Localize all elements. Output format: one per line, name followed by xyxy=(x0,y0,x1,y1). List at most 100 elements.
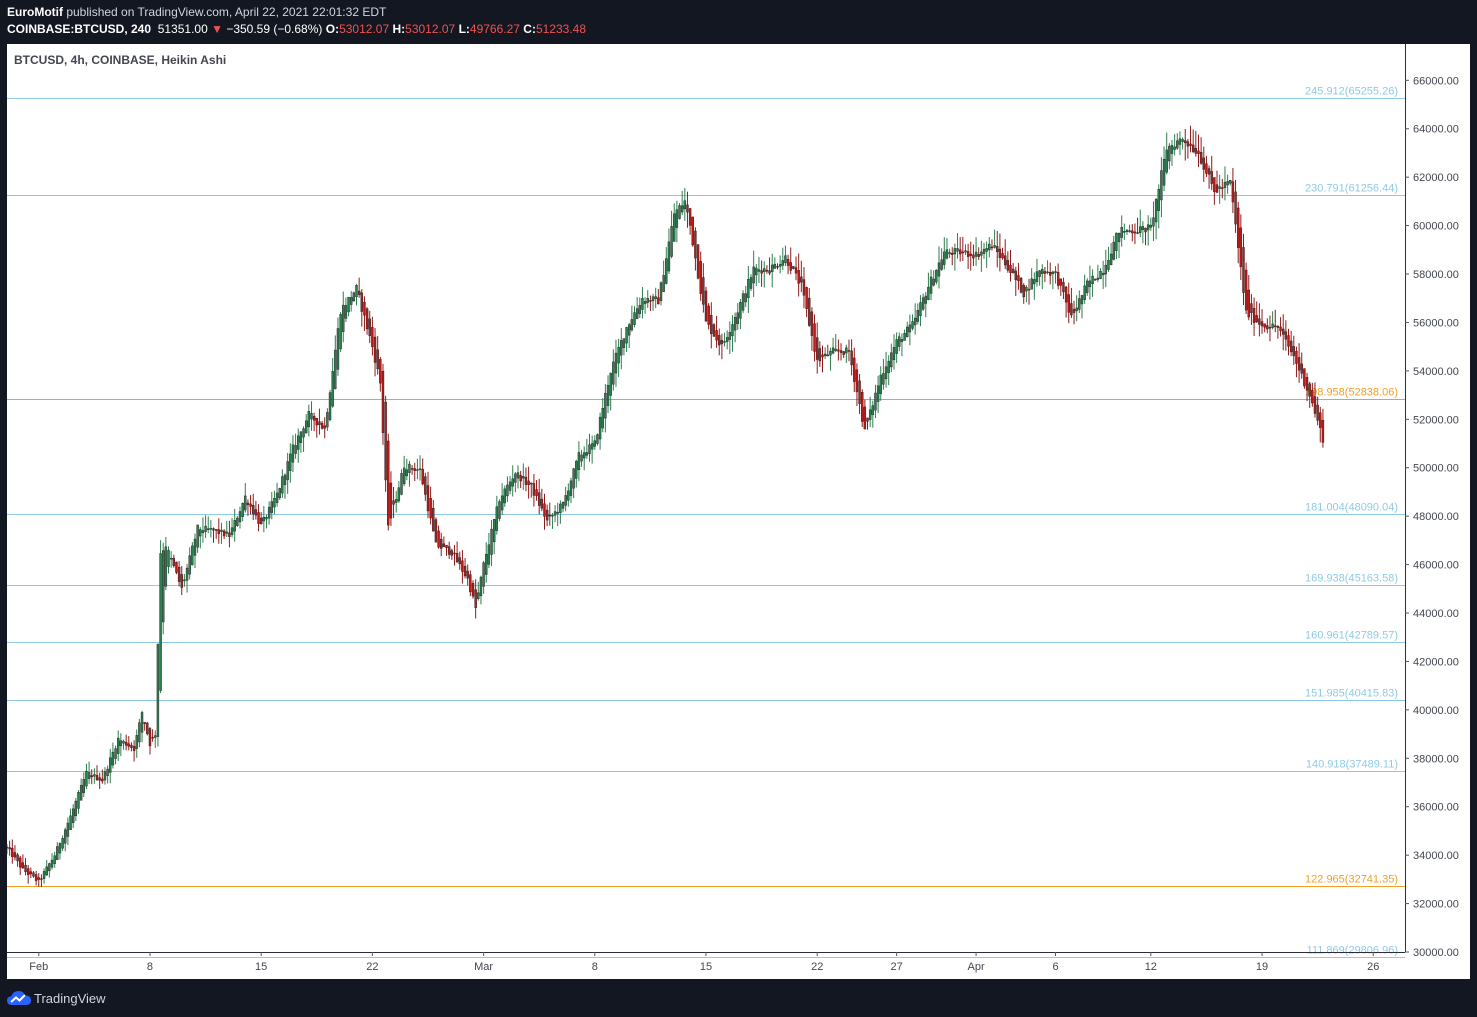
candle-down xyxy=(1131,230,1134,234)
candle-down xyxy=(1234,191,1237,225)
candle-down xyxy=(365,308,369,330)
candle-down xyxy=(1213,177,1216,193)
candle-up xyxy=(53,855,56,864)
candle-down xyxy=(8,847,11,850)
candle-up xyxy=(898,336,901,347)
price-tick-label: 54000.00 xyxy=(1413,366,1459,378)
candle-up xyxy=(87,772,91,779)
candle-down xyxy=(40,878,43,880)
candle-up xyxy=(1096,277,1100,280)
candle-down xyxy=(1019,277,1023,293)
candle-up xyxy=(1154,199,1158,223)
candle-up xyxy=(238,511,242,523)
candle-up xyxy=(1075,307,1078,312)
candle-down xyxy=(532,483,536,496)
candle-down xyxy=(1017,275,1020,281)
candle-down xyxy=(712,324,716,337)
candle-up xyxy=(220,529,223,532)
candle-down xyxy=(545,509,549,521)
candle-up xyxy=(328,392,332,420)
candle-up xyxy=(1173,146,1176,150)
candle-down xyxy=(318,421,321,425)
candle-up xyxy=(561,502,565,509)
candle-up xyxy=(596,434,599,444)
candle-up xyxy=(196,524,199,548)
candle-down xyxy=(387,440,390,526)
candle-down xyxy=(1316,404,1319,421)
author-name[interactable]: EuroMotif xyxy=(7,5,63,19)
tradingview-cloud-icon[interactable] xyxy=(7,990,31,1006)
candle-up xyxy=(993,245,996,248)
candle-down xyxy=(429,498,432,519)
candle-up xyxy=(278,488,281,499)
candle-up xyxy=(199,529,202,537)
candle-up xyxy=(747,279,750,298)
candle-down xyxy=(434,519,438,543)
candle-up xyxy=(500,495,504,511)
candle-up xyxy=(927,286,930,300)
candle-down xyxy=(1266,325,1269,330)
candle-up xyxy=(929,276,933,294)
time-tick-label: 12 xyxy=(1145,961,1157,973)
candle-down xyxy=(252,504,255,515)
candle-up xyxy=(1112,241,1115,260)
high-value: 53012.07 xyxy=(405,22,456,36)
candle-up xyxy=(103,771,107,781)
candle-down xyxy=(810,311,814,336)
candle-up xyxy=(643,301,647,305)
candle-down xyxy=(707,305,710,325)
candle-down xyxy=(392,500,395,505)
candle-down xyxy=(127,743,130,747)
candle-up xyxy=(207,528,210,530)
candle-up xyxy=(514,473,517,483)
candle-down xyxy=(1215,184,1219,193)
candle-up xyxy=(1128,230,1131,232)
candle-up xyxy=(1123,231,1126,233)
price-tick-label: 50000.00 xyxy=(1413,463,1459,475)
candle-up xyxy=(1146,224,1150,231)
time-tick-label: Feb xyxy=(29,961,48,973)
candle-up xyxy=(556,512,559,514)
candle-up xyxy=(111,751,115,766)
candle-down xyxy=(961,251,965,254)
candle-up xyxy=(551,515,554,517)
candle-down xyxy=(958,249,962,255)
candle-down xyxy=(474,589,477,608)
footer-brand[interactable]: TradingView xyxy=(34,991,106,1006)
candle-up xyxy=(71,808,75,823)
candle-up xyxy=(331,371,334,407)
candle-up xyxy=(781,260,784,266)
level-label: 230.791(61256.44) xyxy=(1305,183,1398,195)
candle-down xyxy=(1305,377,1309,391)
price-tick-label: 66000.00 xyxy=(1413,75,1459,87)
candle-up xyxy=(630,319,634,331)
candle-up xyxy=(638,305,642,314)
level-label: 198.958(52838.06) xyxy=(1305,387,1398,399)
candle-down xyxy=(214,529,218,531)
candle-down xyxy=(543,503,546,517)
candle-up xyxy=(395,499,398,503)
candle-up xyxy=(956,248,959,252)
price-chart[interactable]: 245.912(65255.26) 230.791(61256.44) 198.95… xyxy=(7,44,1470,979)
candle-down xyxy=(217,529,221,534)
candle-up xyxy=(564,495,567,506)
candle-up xyxy=(757,269,761,272)
candle-up xyxy=(585,452,589,456)
candle-down xyxy=(421,468,424,485)
candle-up xyxy=(1178,138,1182,145)
price-tick-label: 48000.00 xyxy=(1413,511,1459,523)
candle-up xyxy=(620,340,623,356)
candle-up xyxy=(289,453,292,471)
candle-down xyxy=(1014,270,1017,281)
candle-up xyxy=(635,308,639,319)
chart-area[interactable]: 245.912(65255.26) 230.791(61256.44) 198.95… xyxy=(7,44,1470,979)
candle-up xyxy=(906,326,909,338)
candle-up xyxy=(334,349,337,389)
candle-down xyxy=(702,277,705,305)
candle-down xyxy=(776,266,779,268)
candle-down xyxy=(527,480,530,486)
candle-down xyxy=(710,315,713,334)
candle-up xyxy=(7,846,9,849)
candle-up xyxy=(1033,279,1036,285)
candle-down xyxy=(424,476,427,495)
